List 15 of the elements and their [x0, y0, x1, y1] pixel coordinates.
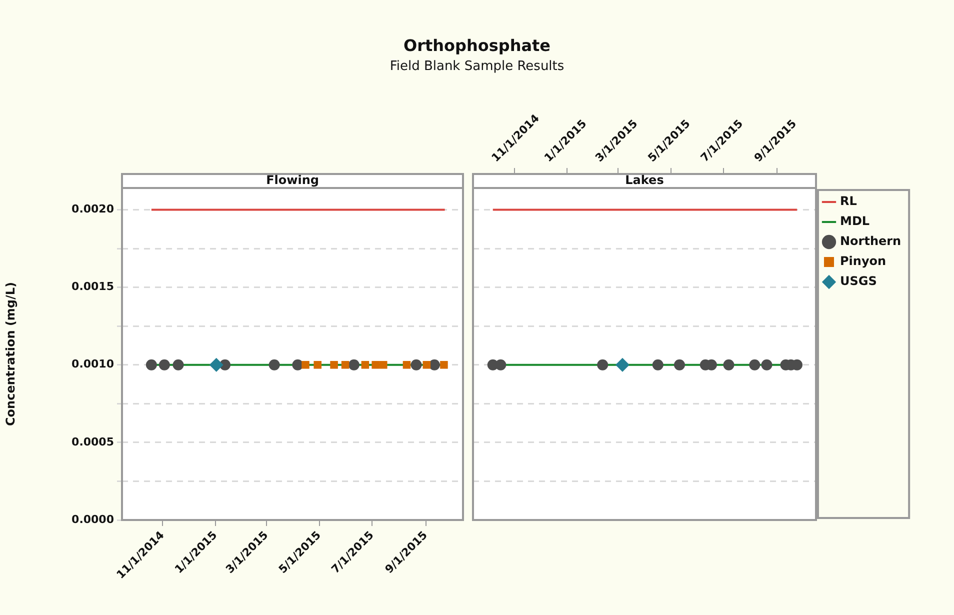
y-tick-label: 0.0000 — [72, 512, 114, 526]
y-axis-title: Concentration (mg/L) — [3, 282, 18, 426]
text: Field Blank Sample Results — [388, 59, 566, 74]
text: Orthophosphate — [402, 36, 552, 55]
chart-title: Flowing — [266, 173, 319, 188]
y-tick-label: 0.0005 — [72, 435, 114, 448]
chart-title: Lakes — [625, 173, 664, 188]
legend-label: Northern — [840, 234, 902, 248]
y-tick-label: 0.0015 — [72, 280, 114, 294]
legend-label: Pinyon — [840, 254, 886, 268]
y-tick-label: 0.0020 — [72, 202, 114, 216]
y-tick-label: 0.0010 — [72, 358, 114, 371]
legend-label: USGS — [840, 274, 877, 288]
legend-label: RL — [840, 194, 858, 208]
legend-label: MDL — [840, 214, 870, 228]
